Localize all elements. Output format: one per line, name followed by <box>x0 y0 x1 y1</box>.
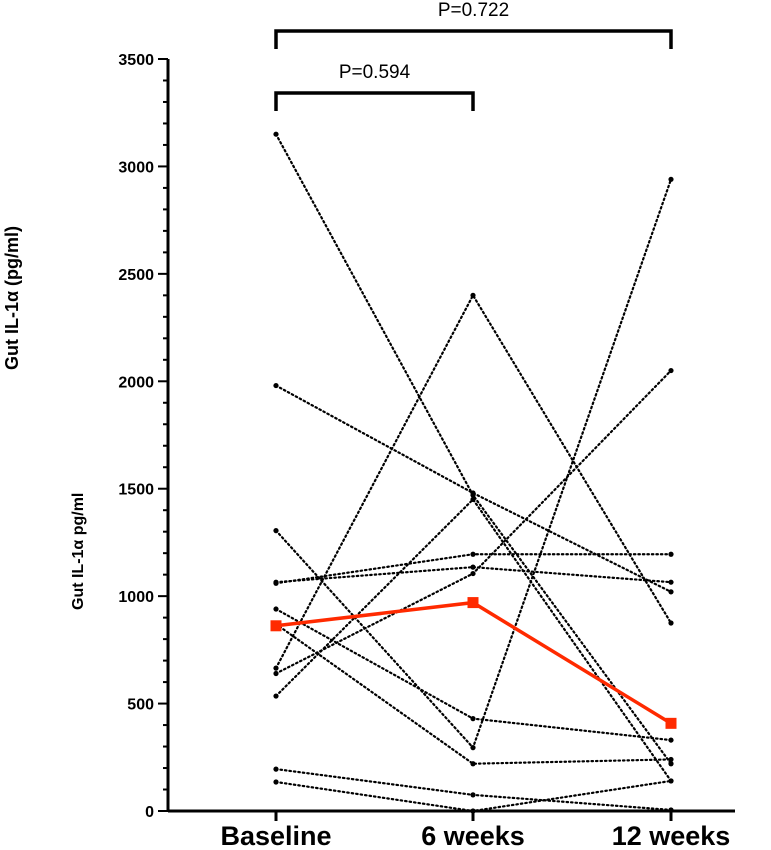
individual-series-line <box>274 369 673 675</box>
individual-data-point <box>470 496 476 503</box>
y-tick-label: 500 <box>127 697 154 714</box>
individual-series-line <box>274 293 673 670</box>
significance-bracket <box>274 91 475 111</box>
p-value-annotation: P=0.594 <box>339 62 411 83</box>
individual-data-point <box>470 716 476 722</box>
y-tick-label: 0 <box>145 804 154 821</box>
individual-series-line <box>274 384 673 593</box>
individual-data-point <box>470 551 476 557</box>
individual-data-point <box>668 807 674 813</box>
individual-data-point <box>273 528 279 534</box>
individual-data-point <box>668 367 674 374</box>
individual-data-point <box>470 490 476 496</box>
individual-data-point <box>668 589 674 595</box>
individual-data-point <box>273 606 279 612</box>
x-tick-label: 6 weeks <box>421 821 525 850</box>
mean-series-line <box>275 600 672 725</box>
individual-data-point <box>273 131 279 137</box>
individual-data-point <box>470 745 476 751</box>
outer-y-axis-label-text: Gut IL-1α (pg/ml) <box>2 225 22 370</box>
y-tick-label: 2000 <box>118 374 154 391</box>
y-tick-label: 1500 <box>118 482 154 499</box>
individual-data-point <box>668 551 674 557</box>
individual-data-point <box>273 779 279 785</box>
y-tick-label: 1000 <box>118 589 154 606</box>
individual-data-point <box>273 382 279 389</box>
individual-data-point <box>470 808 476 814</box>
individual-data-point <box>668 778 674 784</box>
mean-data-point <box>665 717 677 729</box>
individual-data-point <box>668 737 674 743</box>
individual-data-point <box>470 792 476 798</box>
individual-data-point <box>273 670 279 677</box>
individual-data-point <box>273 693 279 699</box>
individual-data-point <box>668 176 674 182</box>
significance-bracket <box>274 29 673 49</box>
individual-data-point <box>273 579 279 585</box>
y-tick-label: 3500 <box>118 52 154 69</box>
individual-data-point <box>470 564 476 570</box>
individual-data-point <box>273 766 279 772</box>
individual-data-point <box>470 292 476 298</box>
individual-data-point <box>668 761 674 767</box>
y-axis-label-text: Gut IL-1α pg/ml <box>70 492 87 610</box>
individual-series-line <box>274 178 673 750</box>
y-axis-label: Gut IL-1α pg/ml <box>70 400 92 630</box>
y-tick-label: 2500 <box>118 267 154 284</box>
y-tick-label: 3000 <box>118 159 154 176</box>
individual-series-line <box>274 622 673 765</box>
outer-y-axis-label: Gut IL-1α (pg/ml) <box>2 180 24 380</box>
mean-data-point <box>467 597 479 609</box>
individual-data-point <box>470 761 476 767</box>
x-tick-label: Baseline <box>220 821 331 850</box>
individual-series-line <box>274 497 673 783</box>
mean-data-point <box>270 620 282 632</box>
individual-data-point <box>668 756 674 763</box>
p-value-annotation: P=0.722 <box>438 0 509 21</box>
individual-data-point <box>273 665 279 671</box>
individual-data-point <box>668 620 674 626</box>
x-tick-label: 12 weeks <box>612 821 731 850</box>
individual-data-point <box>470 570 476 577</box>
individual-data-point <box>668 579 674 585</box>
individual-series-line <box>274 133 673 765</box>
